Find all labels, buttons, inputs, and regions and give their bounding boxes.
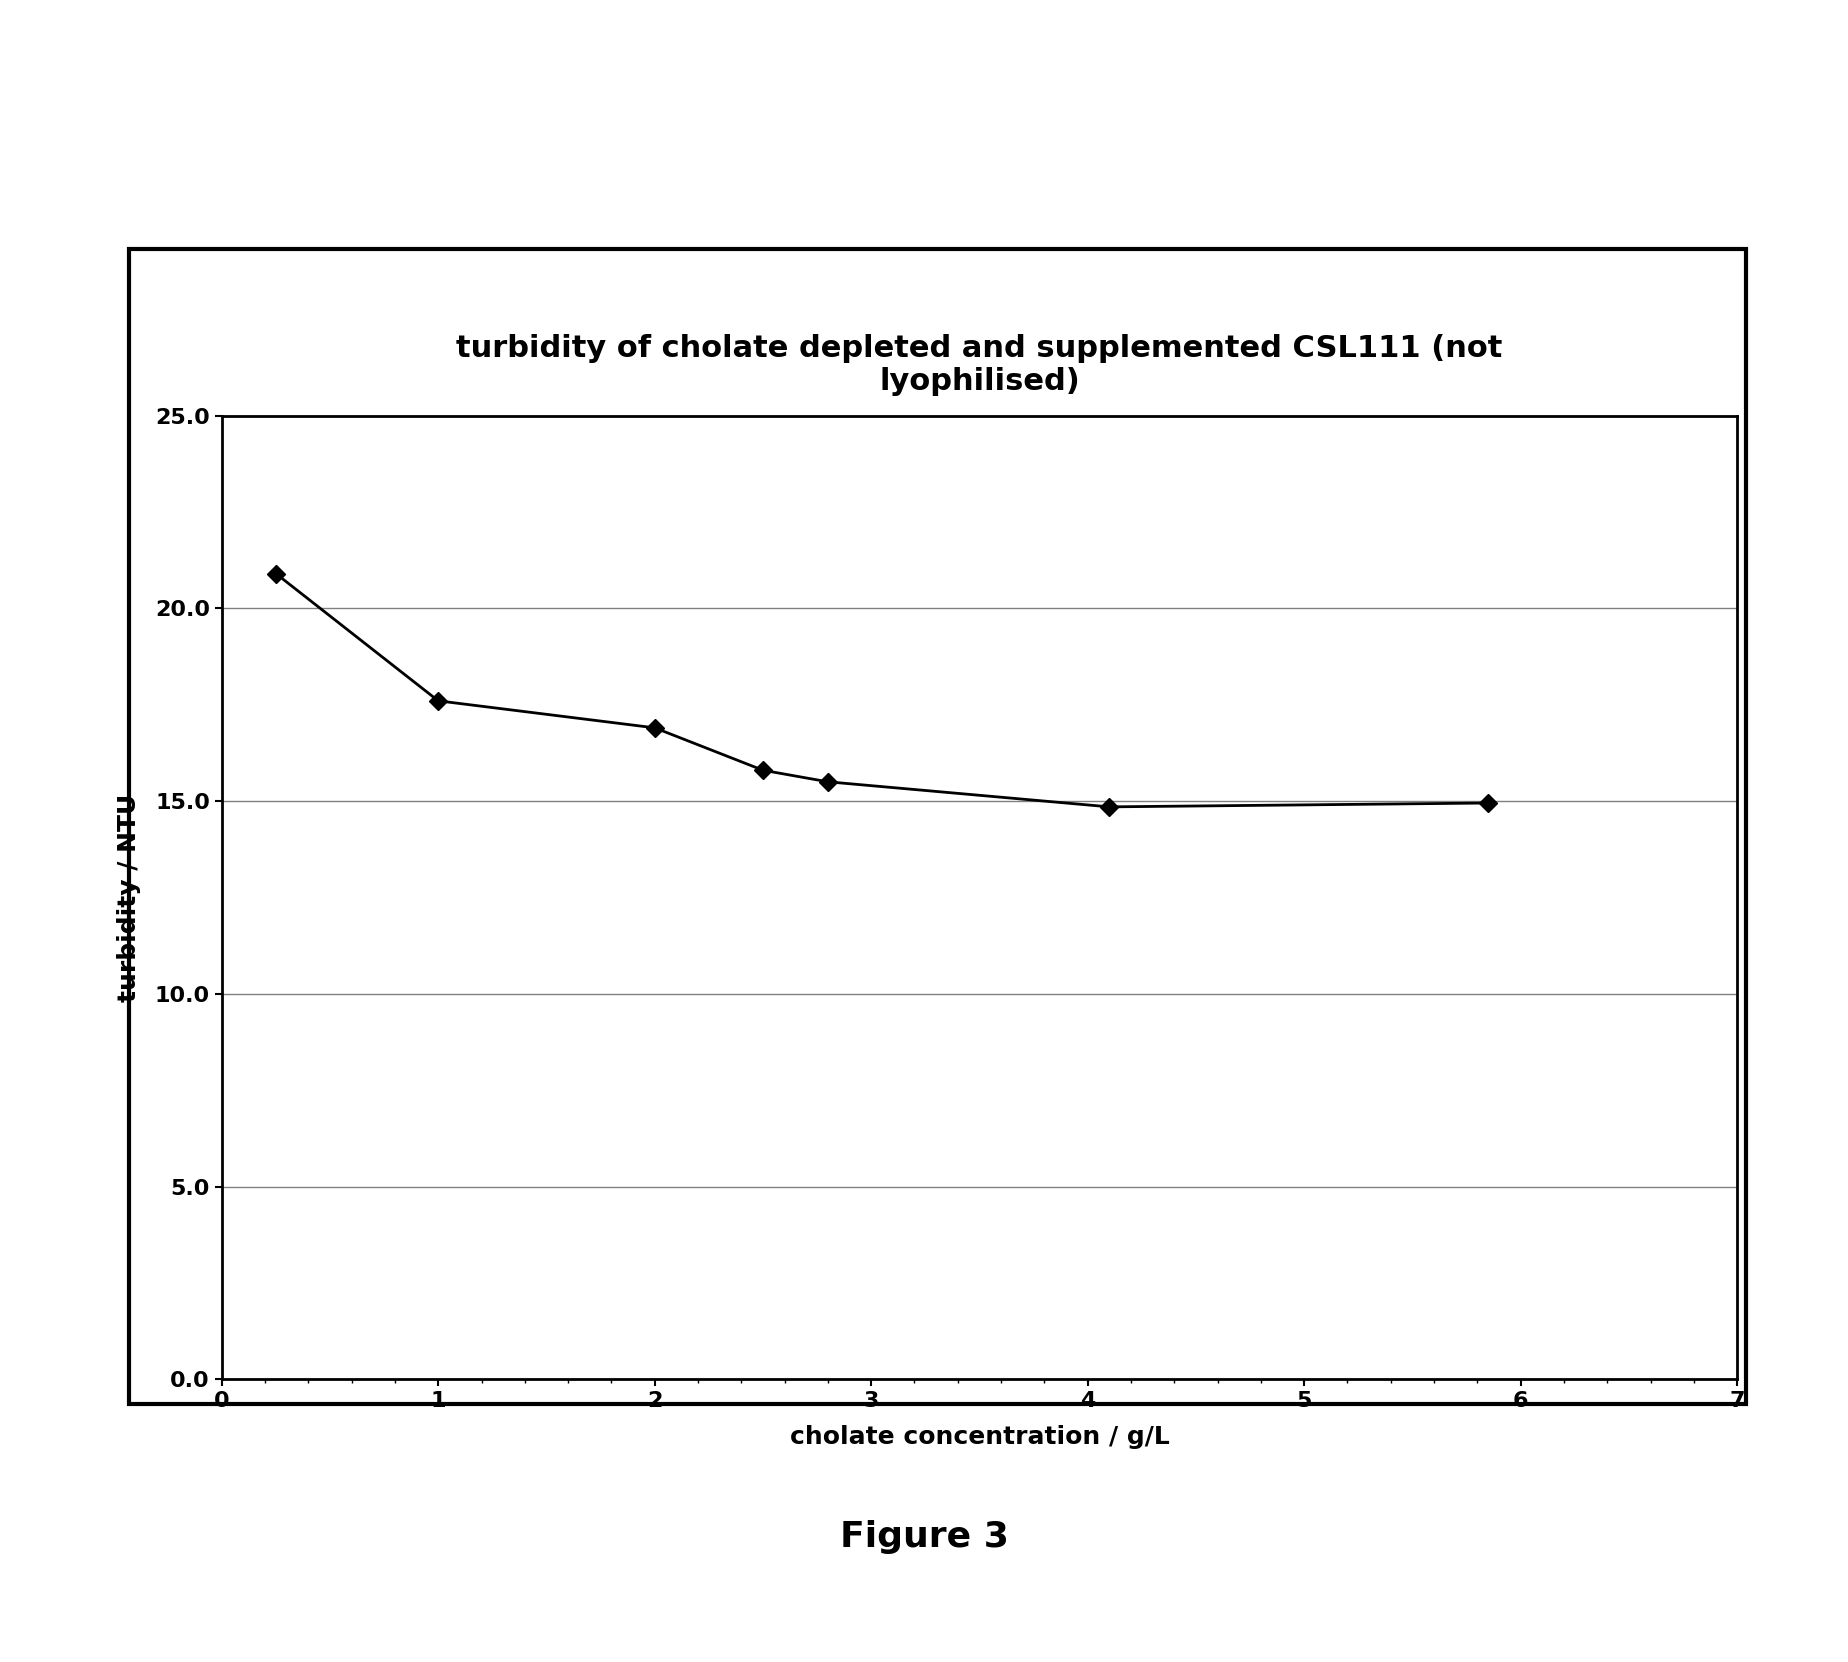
- Title: turbidity of cholate depleted and supplemented CSL111 (not
lyophilised): turbidity of cholate depleted and supple…: [456, 334, 1502, 397]
- X-axis label: cholate concentration / g/L: cholate concentration / g/L: [789, 1424, 1170, 1449]
- Y-axis label: turbidity / NTU: turbidity / NTU: [116, 793, 140, 1002]
- Text: Figure 3: Figure 3: [839, 1521, 1009, 1554]
